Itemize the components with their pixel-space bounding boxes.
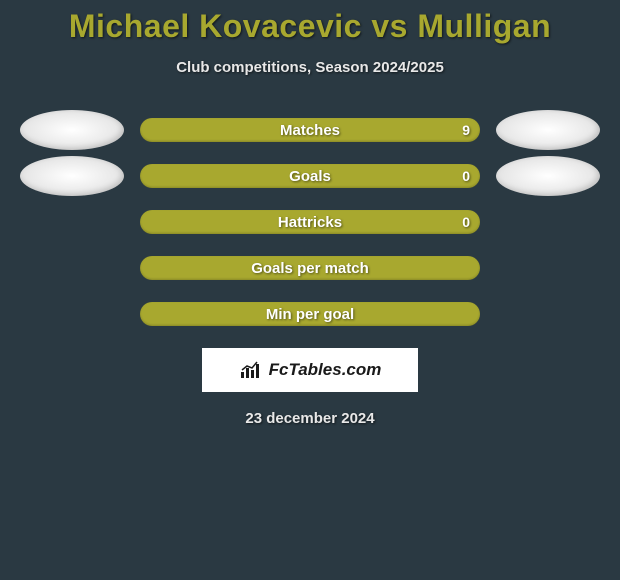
stat-value: 9	[462, 122, 470, 138]
stat-bar: Hattricks 0	[140, 210, 480, 234]
stats-rows: Matches 9 Goals 0 Hattricks 0 Goals	[0, 118, 620, 326]
logo-text: FcTables.com	[269, 360, 382, 380]
stat-bar: Min per goal	[140, 302, 480, 326]
stat-bar: Goals per match	[140, 256, 480, 280]
stat-label: Min per goal	[140, 306, 480, 323]
stat-value: 0	[462, 214, 470, 230]
page-title: Michael Kovacevic vs Mulligan	[0, 8, 620, 45]
stat-value: 0	[462, 168, 470, 184]
chart-icon	[239, 360, 265, 380]
stat-row-matches: Matches 9	[0, 118, 620, 142]
date-label: 23 december 2024	[0, 410, 620, 427]
comparison-widget: Michael Kovacevic vs Mulligan Club compe…	[0, 0, 620, 427]
player-left-avatar	[20, 110, 124, 150]
stat-row-hattricks: Hattricks 0	[0, 210, 620, 234]
stat-row-goals: Goals 0	[0, 164, 620, 188]
stat-bar: Matches 9	[140, 118, 480, 142]
stat-row-gpm: Goals per match	[0, 256, 620, 280]
stat-row-mpg: Min per goal	[0, 302, 620, 326]
stat-label: Goals	[140, 168, 480, 185]
logo-content: FcTables.com	[239, 360, 382, 380]
stat-label: Goals per match	[140, 260, 480, 277]
stat-bar: Goals 0	[140, 164, 480, 188]
stat-label: Hattricks	[140, 214, 480, 231]
stat-label: Matches	[140, 122, 480, 139]
player-right-avatar	[496, 110, 600, 150]
source-logo: FcTables.com	[202, 348, 418, 392]
player-right-avatar	[496, 156, 600, 196]
subtitle: Club competitions, Season 2024/2025	[0, 59, 620, 76]
player-left-avatar	[20, 156, 124, 196]
